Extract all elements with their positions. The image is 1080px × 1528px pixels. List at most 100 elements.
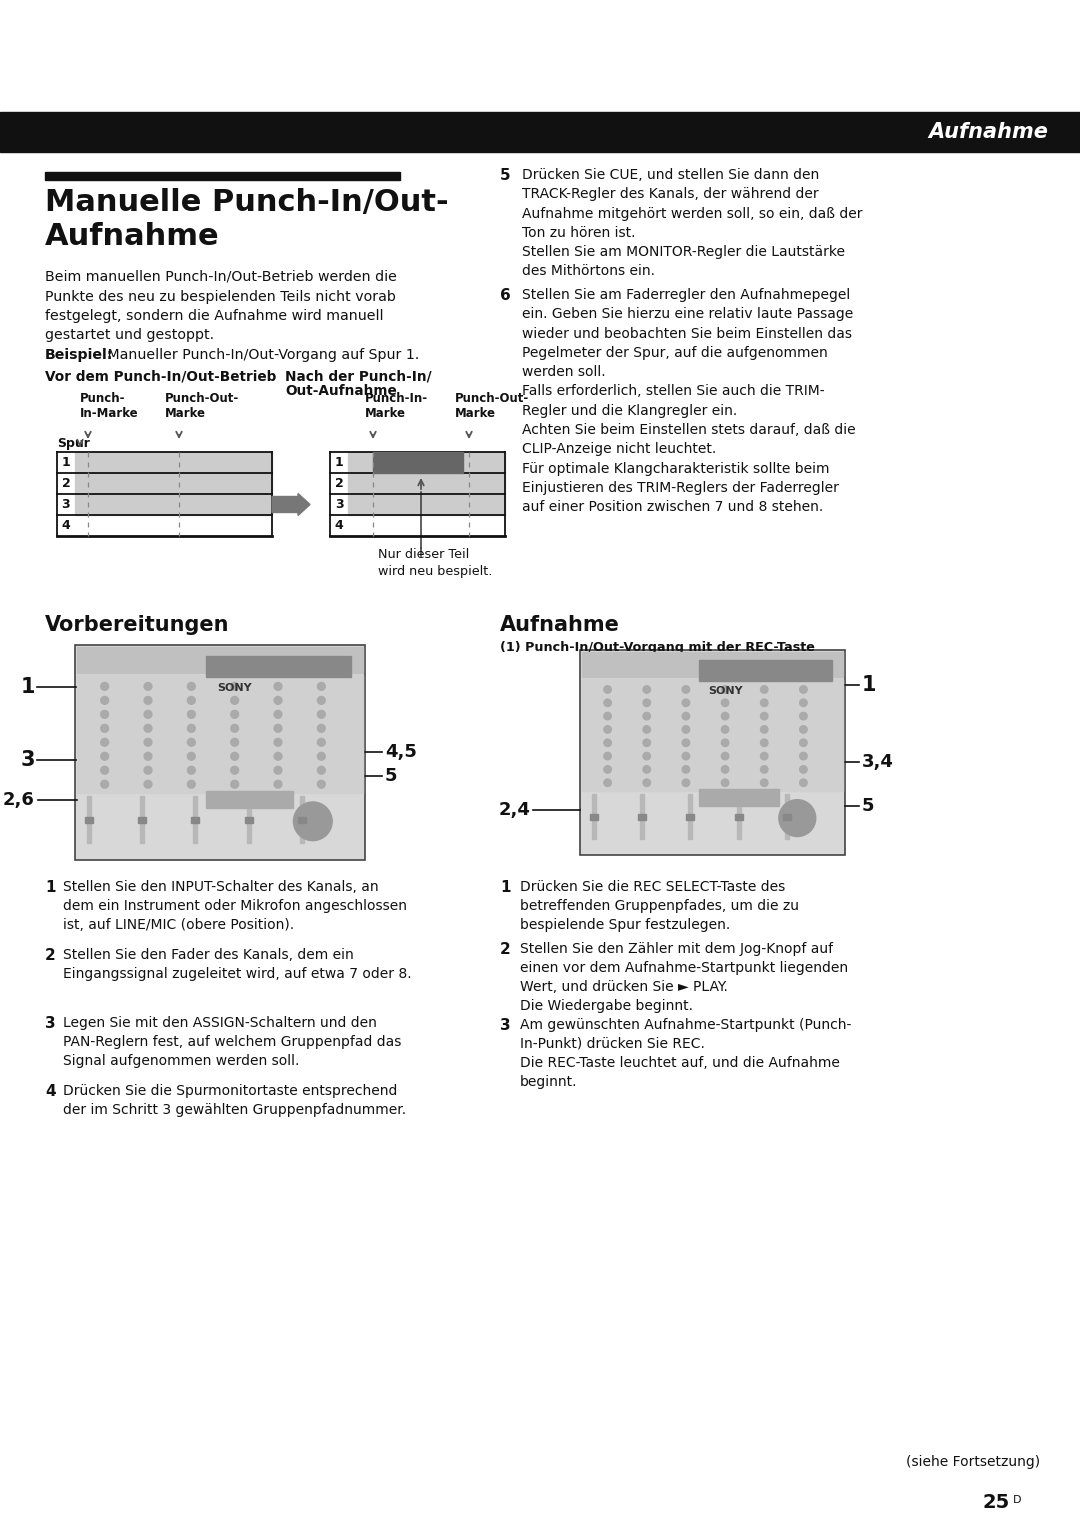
Circle shape [799,698,807,706]
Text: 1: 1 [62,455,70,469]
Bar [75,474,272,494]
Circle shape [188,711,195,718]
Bar [85,817,93,824]
Circle shape [643,740,650,747]
Circle shape [799,740,807,747]
Text: Beispiel:: Beispiel: [45,348,113,362]
Text: 1: 1 [45,880,55,895]
Circle shape [318,724,325,732]
Bar [77,675,363,793]
Circle shape [231,781,239,788]
Circle shape [604,712,611,720]
Text: Stellen Sie den INPUT-Schalter des Kanals, an
dem ein Instrument oder Mikrofon a: Stellen Sie den INPUT-Schalter des Kanal… [63,880,407,932]
Circle shape [100,724,109,732]
Text: 2: 2 [62,477,70,490]
Circle shape [643,779,650,787]
Circle shape [760,752,768,759]
Text: Aufnahme: Aufnahme [928,122,1048,142]
Circle shape [318,767,325,775]
Circle shape [318,683,325,691]
Circle shape [643,752,650,759]
Circle shape [604,698,611,706]
Circle shape [318,697,325,704]
Circle shape [683,726,690,733]
Bar [205,792,293,808]
Circle shape [231,683,239,691]
Bar [699,790,779,805]
Circle shape [604,686,611,694]
Circle shape [294,802,333,840]
Circle shape [779,799,815,836]
Text: SONY: SONY [708,686,743,695]
Text: 3: 3 [21,750,35,770]
Text: Stellen Sie den Zähler mit dem Jog-Knopf auf
einen vor dem Aufnahme-Startpunkt l: Stellen Sie den Zähler mit dem Jog-Knopf… [519,941,848,1013]
Text: 1: 1 [21,677,35,697]
Bar [785,793,788,839]
FancyBboxPatch shape [75,645,365,860]
Circle shape [683,712,690,720]
Circle shape [721,698,729,706]
Text: SONY: SONY [217,683,252,694]
Bar [640,793,644,839]
Circle shape [643,726,650,733]
Circle shape [799,726,807,733]
Text: 2,4: 2,4 [498,801,530,819]
Circle shape [144,781,152,788]
Bar [87,796,91,843]
Circle shape [144,752,152,759]
Text: D: D [1013,1494,1022,1505]
Text: Stellen Sie am Faderregler den Aufnahmepegel
ein. Geben Sie hierzu eine relativ : Stellen Sie am Faderregler den Aufnahmep… [522,287,855,513]
Circle shape [683,686,690,694]
Bar [205,656,351,677]
Text: 6: 6 [500,287,511,303]
Circle shape [799,686,807,694]
Bar [699,660,832,681]
Circle shape [799,752,807,759]
Text: 4: 4 [62,520,70,532]
Bar [138,817,146,824]
Text: 3: 3 [335,498,343,510]
FancyBboxPatch shape [580,649,845,856]
Bar [348,474,505,494]
Circle shape [100,752,109,759]
Circle shape [318,711,325,718]
Circle shape [144,724,152,732]
Bar [45,173,400,180]
Circle shape [721,712,729,720]
Circle shape [188,767,195,775]
Bar [783,814,791,821]
Text: Out-Aufnahme: Out-Aufnahme [285,384,396,397]
Bar [140,796,145,843]
Bar [348,452,505,474]
Text: Manuelle Punch-In/Out-: Manuelle Punch-In/Out- [45,188,448,217]
Circle shape [100,738,109,746]
Circle shape [604,766,611,773]
Circle shape [231,724,239,732]
Bar [75,494,272,515]
Circle shape [760,686,768,694]
Text: Vor dem Punch-In/Out-Betrieb: Vor dem Punch-In/Out-Betrieb [45,370,276,384]
Circle shape [231,738,239,746]
Text: 3: 3 [62,498,70,510]
Circle shape [188,724,195,732]
Circle shape [643,766,650,773]
Text: Drücken Sie die REC SELECT-Taste des
betreffenden Gruppenpfades, um die zu
bespi: Drücken Sie die REC SELECT-Taste des bet… [519,880,799,932]
Bar [734,814,743,821]
Text: Spur: Spur [57,437,90,449]
Text: Punch-
In-Marke: Punch- In-Marke [80,393,138,420]
Text: 3: 3 [45,1016,56,1031]
Circle shape [318,738,325,746]
Circle shape [318,781,325,788]
Circle shape [231,697,239,704]
Circle shape [144,767,152,775]
Text: Punch-In-
Marke: Punch-In- Marke [365,393,428,420]
Circle shape [760,698,768,706]
Circle shape [604,726,611,733]
Circle shape [274,767,282,775]
Text: Aufnahme: Aufnahme [45,222,219,251]
Bar [582,678,843,792]
Text: Punch-Out-
Marke: Punch-Out- Marke [455,393,529,420]
Text: 1: 1 [335,455,343,469]
Text: Manueller Punch-In/Out-Vorgang auf Spur 1.: Manueller Punch-In/Out-Vorgang auf Spur … [103,348,419,362]
Bar [0,112,1080,151]
